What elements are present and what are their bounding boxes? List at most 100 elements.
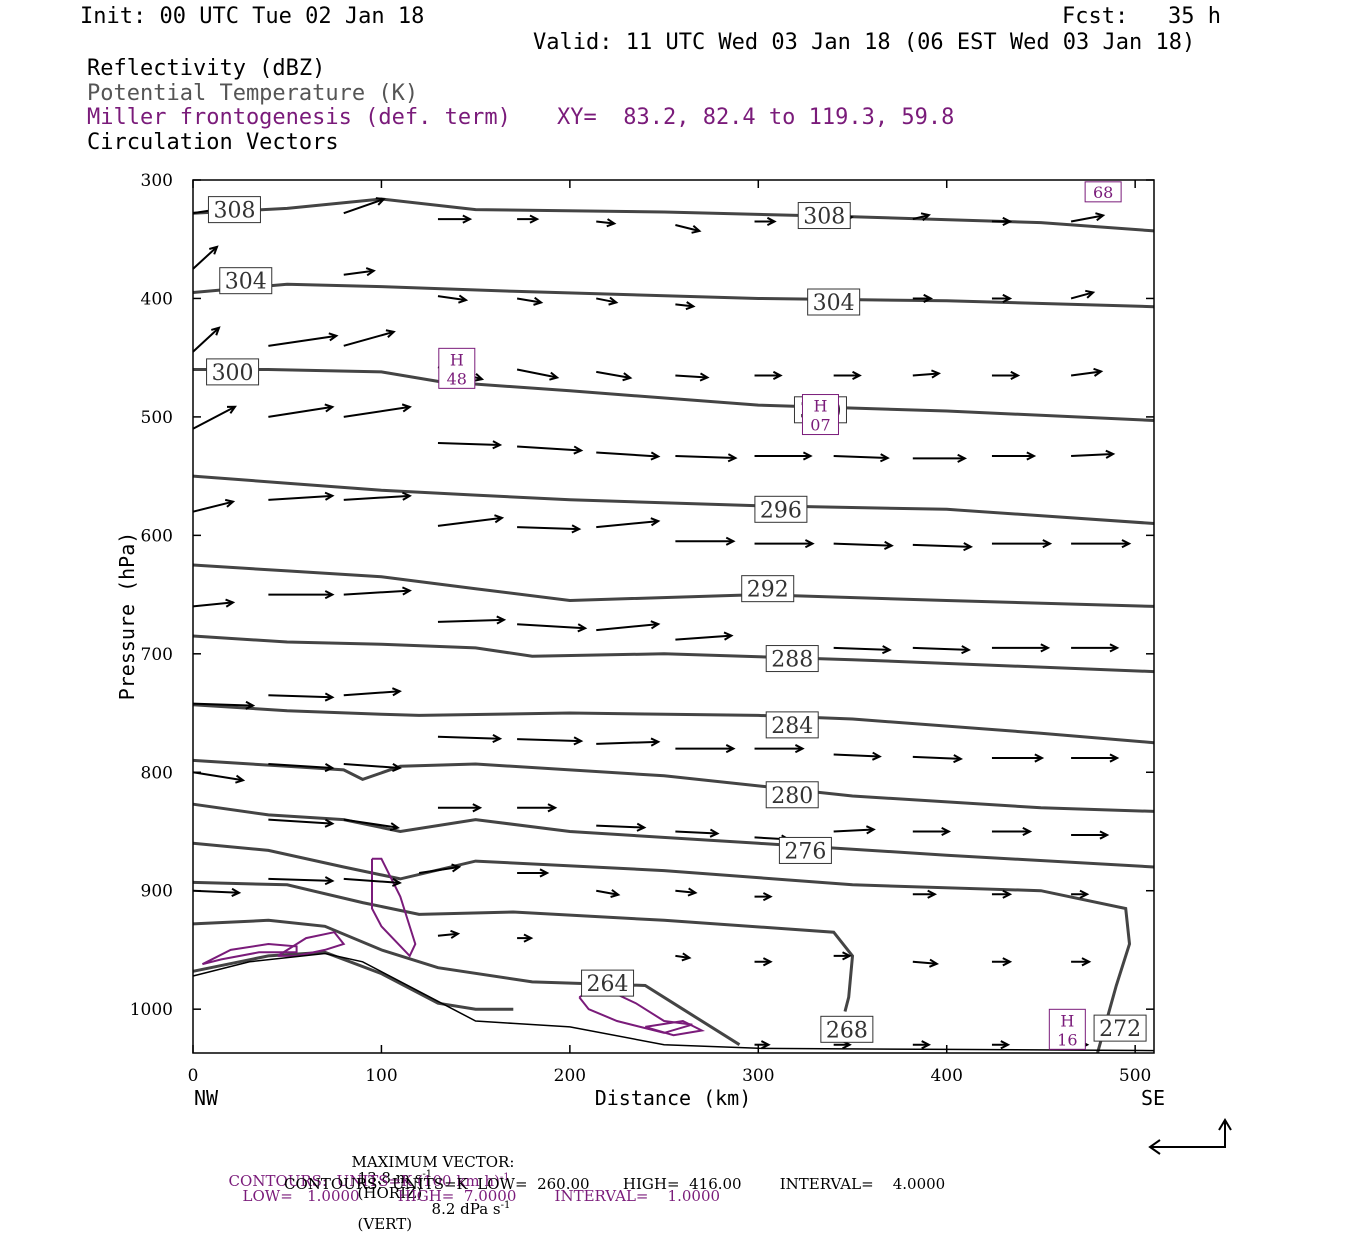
frontogenesis-contour <box>644 1019 705 1037</box>
circulation-vector <box>912 755 961 760</box>
vector-arrowhead <box>881 645 892 655</box>
vector-arrowhead <box>539 868 550 878</box>
vector-arrowhead <box>375 197 386 206</box>
circulation-vector <box>343 589 410 596</box>
circulation-vector <box>833 646 890 651</box>
frontogenesis-high-letter: H <box>450 350 464 369</box>
vector-arrowhead <box>865 825 876 835</box>
frontogenesis-high-box <box>1084 181 1122 203</box>
vector-arrowhead <box>547 803 558 813</box>
vector-arrowhead <box>577 623 588 633</box>
vector-arrowhead <box>766 216 777 226</box>
circulation-vector <box>517 445 582 452</box>
vector-arrowhead <box>1105 449 1116 459</box>
vector-arrowhead <box>573 445 584 455</box>
vector-arrowhead <box>1095 212 1106 222</box>
circulation-vector <box>192 405 236 430</box>
vector-arrowhead <box>725 536 736 546</box>
vector-arrowhead <box>1000 1040 1011 1050</box>
theta-contour-272 <box>192 841 1132 1054</box>
circulation-vector <box>675 889 696 894</box>
frontogenesis-contour <box>201 942 298 966</box>
circulation-vector <box>437 516 503 527</box>
vector-arrowhead <box>324 763 335 773</box>
vector-arrowhead <box>462 214 473 224</box>
theta-label-284: 284 <box>771 714 813 739</box>
vector-arrowhead <box>225 598 236 608</box>
contour-labels: 308 304 300 296 292 288 284 280 276 272 268 264 304 3… <box>206 181 1147 1050</box>
vector-arrowhead <box>691 225 702 234</box>
frontogenesis-high-value: 68 <box>1093 183 1113 202</box>
theta-label-276: 276 <box>784 839 826 864</box>
theta-contour-308 <box>192 197 1155 233</box>
cross-section-endpoints: XY= 83.2, 82.4 to 119.3, 59.8 <box>557 105 955 130</box>
vector-arrowhead <box>1002 216 1013 226</box>
cross-section-plot: 308 304 300 296 292 288 284 280 276 272 268 264 304 3… <box>115 171 1232 1155</box>
circulation-vectors <box>192 197 1132 1050</box>
y-tick-label: 600 <box>141 526 173 546</box>
theta-contour-288 <box>192 634 1155 674</box>
vector-arrowhead <box>224 498 236 508</box>
circulation-vector <box>192 500 234 513</box>
x-tick-label: 0 <box>188 1066 199 1086</box>
theta-label-280: 280 <box>771 784 813 809</box>
vector-arrowhead <box>760 1040 771 1050</box>
circulation-vector <box>833 542 892 547</box>
vector-arrowhead <box>1085 289 1096 299</box>
vector-arrowhead <box>389 822 400 832</box>
theta-label-264: 264 <box>587 972 629 997</box>
vector-arrowhead <box>1079 889 1090 899</box>
theta-label-304: 304 <box>813 291 855 316</box>
vector-arrowhead <box>1022 826 1033 837</box>
legend-frontogenesis: Miller frontogenesis (def. term) <box>87 105 511 130</box>
theta-contour-268 <box>192 880 855 1012</box>
vector-arrowhead <box>681 952 692 962</box>
vector-arrowhead <box>963 542 974 552</box>
vector-arrowhead <box>794 744 805 754</box>
max-vector-title: MAXIMUM VECTOR: <box>351 1153 515 1171</box>
circulation-vector <box>1070 291 1094 300</box>
vector-arrowhead <box>402 491 412 501</box>
vector-arrowhead <box>496 615 507 625</box>
vector-arrowhead <box>324 876 335 886</box>
circulation-vector <box>833 753 880 758</box>
frontogenesis-high-value: 48 <box>447 369 467 388</box>
vector-arrowhead <box>473 373 485 382</box>
circulation-vector <box>192 327 220 353</box>
theta-label-box <box>778 836 832 864</box>
vector-arrowhead <box>324 692 335 702</box>
vector-arrowhead <box>533 296 544 306</box>
vector-arrowhead <box>472 803 483 813</box>
vector-arrowhead <box>871 751 882 761</box>
circulation-vector <box>268 694 333 699</box>
circulation-vector <box>675 954 690 959</box>
frontogenesis-high-value: 16 <box>1057 1030 1077 1049</box>
x-tick-label: 300 <box>742 1066 774 1086</box>
circulation-vector <box>268 494 333 501</box>
frontogenesis-contour <box>371 857 417 958</box>
circulation-vector <box>343 198 385 215</box>
vector-arrowhead <box>802 451 813 461</box>
frontogenesis-high-box <box>801 394 839 436</box>
y-tick-label: 700 <box>141 645 173 665</box>
circulation-vector <box>192 702 254 707</box>
x-tick-label: 200 <box>554 1066 586 1086</box>
vector-arrowhead <box>725 744 736 754</box>
theta-label-box <box>797 202 851 230</box>
theta-contour-292 <box>192 563 1155 608</box>
vector-arrowhead <box>622 372 633 382</box>
x-tick-label: 500 <box>1119 1066 1151 1086</box>
vector-arrowhead <box>1093 367 1104 377</box>
theta-label-box <box>754 495 808 523</box>
circulation-vector <box>268 877 333 882</box>
theta-label-308: 308 <box>803 205 845 230</box>
y-tick-label: 1000 <box>130 1000 173 1020</box>
circulation-vector <box>268 818 333 825</box>
vector-arrowhead <box>211 326 221 336</box>
vector-arrowhead <box>523 933 534 943</box>
vector-arrowhead <box>610 889 621 898</box>
vector-arrowhead <box>391 762 402 773</box>
theta-label-box <box>207 196 261 224</box>
vector-arrowhead <box>1034 753 1045 763</box>
vector-arrowhead <box>957 453 968 463</box>
